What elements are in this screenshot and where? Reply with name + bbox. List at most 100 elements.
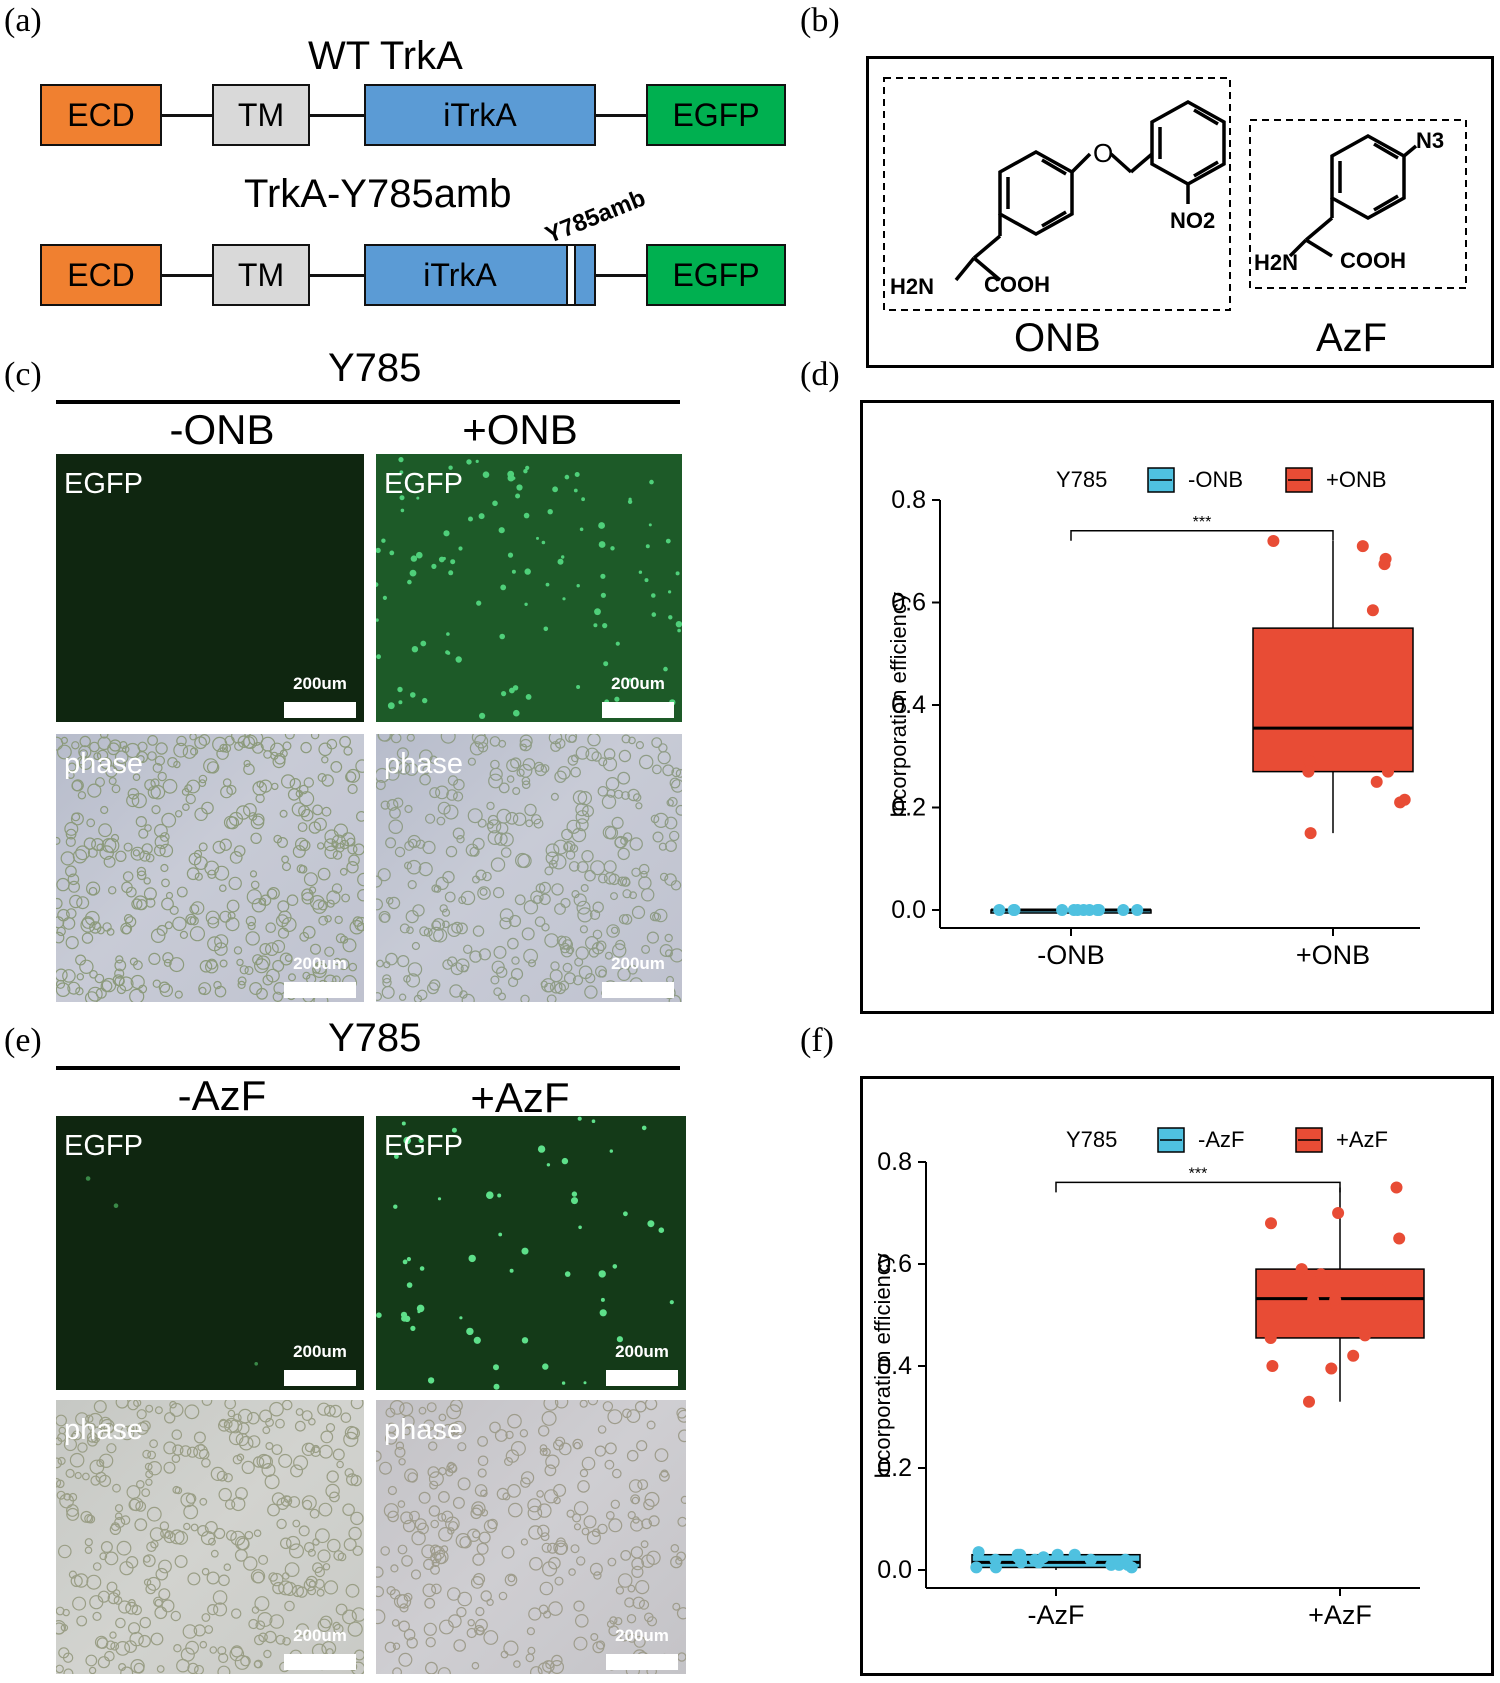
cell xyxy=(407,579,412,585)
cell xyxy=(116,984,127,995)
cell xyxy=(573,1523,582,1531)
cell xyxy=(635,802,643,810)
cell xyxy=(404,1468,419,1483)
cell xyxy=(281,774,296,789)
scale-bar xyxy=(602,702,674,718)
panel-label-c: (c) xyxy=(4,356,42,393)
cell xyxy=(575,946,589,960)
cell xyxy=(282,1572,290,1580)
cell xyxy=(147,1450,156,1460)
cell xyxy=(418,862,433,877)
cell xyxy=(458,546,463,551)
cell xyxy=(573,1636,588,1651)
cell xyxy=(243,1556,258,1571)
cell xyxy=(378,1461,393,1475)
cell xyxy=(493,945,507,959)
cell xyxy=(543,1610,552,1619)
cell xyxy=(398,700,403,705)
cell xyxy=(199,1497,208,1506)
cell xyxy=(423,1419,435,1432)
cell xyxy=(346,860,359,874)
cell xyxy=(237,980,246,989)
cell xyxy=(245,915,257,927)
y-tick-label: 0.6 xyxy=(891,589,926,617)
cell xyxy=(563,972,576,985)
cell xyxy=(529,1557,543,1571)
cell xyxy=(480,1489,488,1498)
cell xyxy=(651,737,663,749)
cell xyxy=(209,1646,218,1654)
cell xyxy=(301,892,314,905)
data-point xyxy=(1303,1395,1315,1408)
cell xyxy=(96,843,105,852)
cell xyxy=(133,1400,142,1407)
cell xyxy=(651,593,656,598)
cell xyxy=(165,891,174,900)
cell xyxy=(376,898,383,911)
cell xyxy=(397,955,410,968)
cell xyxy=(404,804,413,814)
scale-bar-label: 200um xyxy=(293,1626,347,1645)
cell xyxy=(575,1556,586,1566)
cell xyxy=(438,1490,450,1503)
cell xyxy=(346,1473,359,1486)
cell xyxy=(286,894,299,906)
cell xyxy=(382,974,392,984)
cell xyxy=(675,571,680,576)
cell xyxy=(317,1618,331,1632)
cell xyxy=(339,867,348,876)
cell xyxy=(120,1515,131,1525)
cell xyxy=(641,888,655,902)
cell xyxy=(670,779,682,793)
cell xyxy=(651,612,657,617)
cell xyxy=(506,775,515,783)
cell xyxy=(237,976,247,986)
cell xyxy=(263,1649,272,1659)
cell xyxy=(233,946,243,955)
cell xyxy=(528,1525,543,1540)
cell xyxy=(577,1116,582,1121)
cell xyxy=(242,802,257,817)
cell xyxy=(438,1413,447,1422)
cell xyxy=(214,1527,226,1540)
cell xyxy=(258,1632,268,1643)
cell xyxy=(406,1257,411,1262)
egfp-image-minus: EGFP 200um xyxy=(56,1116,364,1390)
cell xyxy=(201,801,214,815)
cell xyxy=(537,1524,550,1538)
cell xyxy=(455,656,462,663)
cell xyxy=(640,1540,649,1549)
cell xyxy=(85,1414,94,1423)
cell xyxy=(441,1423,456,1438)
cell xyxy=(298,784,309,795)
cell xyxy=(521,1337,529,1344)
cell xyxy=(521,927,535,941)
cell xyxy=(85,1654,98,1667)
cell xyxy=(114,750,129,764)
cell xyxy=(598,541,606,548)
cell xyxy=(235,1432,249,1447)
cell xyxy=(132,849,141,857)
cell xyxy=(542,1561,558,1577)
cell xyxy=(617,771,631,785)
cell xyxy=(448,570,454,576)
cell xyxy=(194,807,208,822)
data-point xyxy=(972,1546,985,1559)
cell xyxy=(301,888,314,901)
cell xyxy=(669,948,682,963)
cell xyxy=(493,1364,499,1371)
cell xyxy=(428,1471,444,1487)
cell xyxy=(401,1415,415,1429)
cell xyxy=(185,1493,197,1504)
cell xyxy=(558,936,572,950)
cell xyxy=(573,488,578,493)
cell xyxy=(525,1653,535,1663)
cell xyxy=(607,1409,623,1425)
cell xyxy=(540,764,550,773)
cell xyxy=(659,1470,670,1482)
cell xyxy=(545,582,550,587)
linker xyxy=(594,274,648,277)
tm-domain: TM xyxy=(212,84,310,146)
cell xyxy=(224,1499,236,1510)
cell xyxy=(558,980,570,991)
